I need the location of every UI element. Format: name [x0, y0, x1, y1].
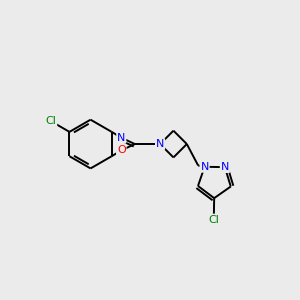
Text: Cl: Cl — [46, 116, 56, 126]
Text: N: N — [117, 133, 125, 143]
Text: N: N — [221, 162, 229, 172]
Text: Cl: Cl — [208, 214, 219, 224]
Text: N: N — [200, 162, 209, 172]
Text: N: N — [156, 139, 164, 149]
Text: O: O — [117, 146, 126, 155]
